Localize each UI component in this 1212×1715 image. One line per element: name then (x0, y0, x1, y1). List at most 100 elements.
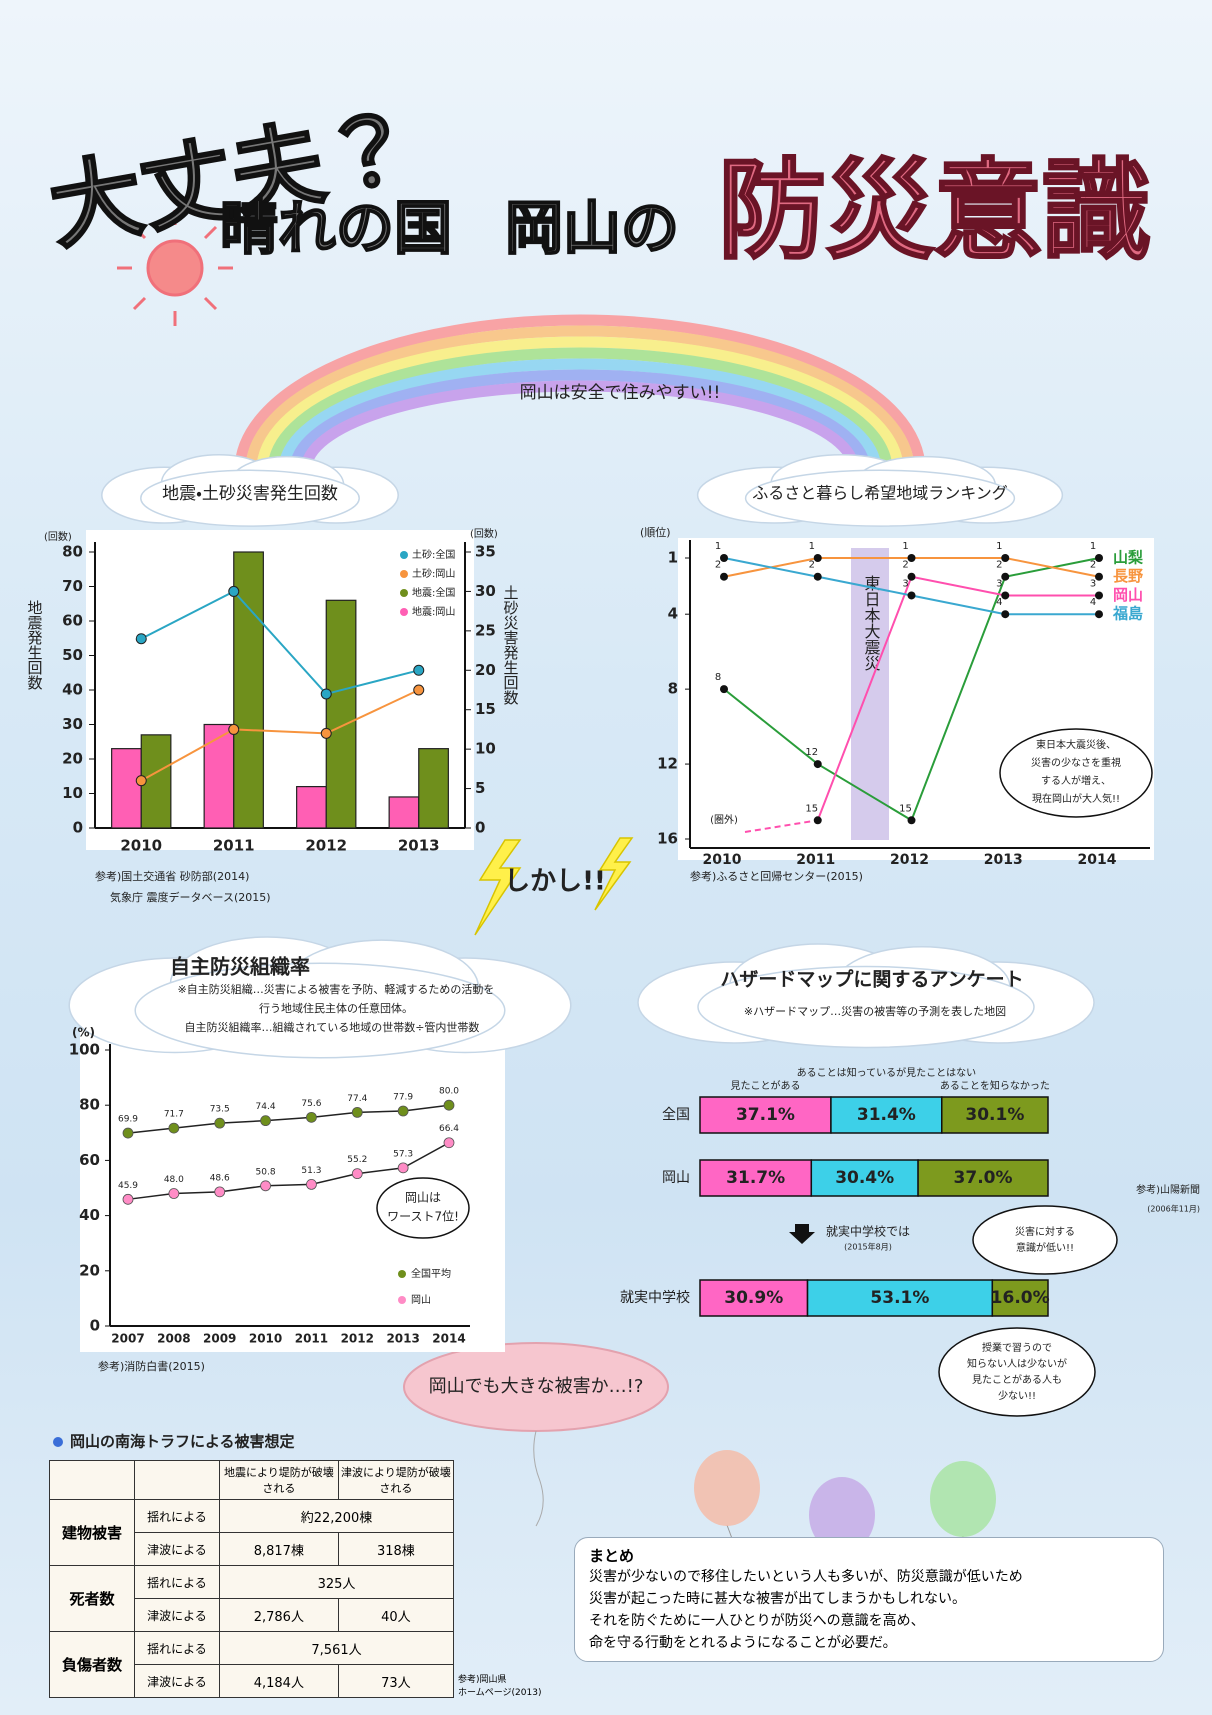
however-text: しかし!! (504, 867, 606, 897)
data-label: 30.4% (835, 1168, 894, 1188)
data-label: 37.0% (954, 1168, 1013, 1188)
y-tick-label: 0 (90, 1317, 100, 1335)
table-cell: 40人 (337, 1598, 455, 1632)
table-cell: 8,817棟 (219, 1532, 339, 1566)
annotation: 災害に対する (1015, 1225, 1075, 1238)
table-cell: 2,786人 (219, 1598, 339, 1632)
series-label: 山梨 (1113, 549, 1143, 567)
y2-tick-label: 30 (475, 582, 496, 600)
point (135, 775, 147, 787)
point (1095, 554, 1103, 562)
data-label: 71.7 (164, 1110, 184, 1120)
y-tick-label: 100 (69, 1041, 100, 1059)
data-label: 3 (902, 578, 908, 589)
point (260, 1180, 271, 1192)
lightning (474, 837, 634, 936)
legend-swatch (400, 551, 408, 559)
source: 気象庁 震度データベース(2015) (110, 890, 271, 904)
data-label: 2 (902, 560, 908, 571)
annotation: 授業で習うので (982, 1341, 1052, 1354)
point (228, 723, 240, 735)
y-tick-label: 40 (79, 1206, 100, 1224)
data-label: 77.9 (393, 1092, 413, 1102)
point (1095, 591, 1103, 600)
summary-line: 災害が少ないので移住したいという人も多いが、防災意識が低いため (589, 1569, 1023, 1585)
data-label: 74.4 (256, 1102, 276, 1112)
data-label: 69.9 (118, 1115, 138, 1125)
data-label: 55.2 (347, 1155, 367, 1165)
data-label: 77.4 (347, 1094, 367, 1104)
summary-title: まとめ (589, 1547, 635, 1565)
point (122, 1127, 134, 1139)
school-heading: (2015年8月) (844, 1242, 892, 1252)
x-tick-label: 2010 (120, 837, 162, 855)
data-label: 15 (899, 803, 912, 814)
bar-segment (806, 1279, 994, 1317)
y-tick-label: 1 (668, 549, 678, 567)
arrow (789, 1224, 815, 1244)
row-cause: 津波による (134, 1664, 220, 1698)
data-label: 66.4 (439, 1124, 459, 1134)
cloud-part (744, 469, 1016, 527)
note-bubble (999, 728, 1153, 818)
x-tick-label: 2013 (398, 837, 440, 855)
point (907, 816, 916, 825)
y2-tick-label: 35 (475, 543, 496, 561)
y-unit: (回数) (44, 530, 72, 543)
table-cell: 73人 (337, 1664, 455, 1698)
annotation: 岡山は (405, 1191, 441, 1205)
point (260, 1115, 271, 1127)
source: 参考)ふるさと回帰センター(2015) (690, 870, 863, 883)
point (397, 1105, 409, 1117)
y-tick-label: 50 (62, 646, 83, 664)
data-label: 31.4% (857, 1105, 916, 1125)
annotation: ワースト7位! (387, 1210, 459, 1224)
data-label: 80.0 (439, 1087, 459, 1097)
point (168, 1122, 180, 1134)
category-label: 就実中学校 (620, 1290, 690, 1306)
summary-line: それを防ぐために一人ひとりが防災への意識を高め、 (589, 1613, 925, 1629)
x-tick-label: 2008 (157, 1332, 190, 1346)
data-label: 50.8 (256, 1167, 276, 1177)
summary-line: 命を守る行動をとれるようになることが必要だ。 (589, 1635, 897, 1651)
y-tick-label: 60 (79, 1151, 100, 1169)
data-label: 15 (805, 803, 818, 814)
point (1095, 610, 1103, 619)
legend-swatch (400, 608, 408, 616)
y-tick-label: 40 (62, 681, 83, 699)
point (907, 572, 916, 581)
legend-label: 岡山 (411, 1294, 431, 1306)
title: 岡山の (505, 194, 679, 262)
table-cell: 約22,200棟 (219, 1499, 454, 1533)
rainbow (234, 314, 926, 471)
table-row: 津波による 2,786人 40人 (50, 1598, 455, 1632)
x-tick-label: 2010 (249, 1332, 282, 1346)
data-label: 2 (715, 560, 721, 571)
row-group: 負傷者数 (49, 1631, 135, 1698)
y-tick-label: 8 (668, 680, 678, 698)
table-source: 参考)岡山県 ホームページ(2013) (458, 1674, 541, 1700)
note: 東日本大震災後、 (1036, 738, 1116, 751)
bar (388, 796, 420, 829)
source-line: 参考)岡山県 (458, 1675, 507, 1685)
table-row: 建物被害 揺れによる 約22,200棟 (49, 1499, 454, 1566)
data-label: 16.0% (991, 1288, 1050, 1308)
x-tick-label: 2012 (341, 1332, 374, 1346)
data-label: 37.1% (736, 1105, 795, 1125)
cloud (101, 454, 399, 527)
y2-tick-label: 25 (475, 621, 496, 639)
annotation: 見たことがある人も (972, 1373, 1062, 1386)
data-label: 2 (1090, 560, 1096, 571)
source: 参考)山陽新聞 (1136, 1184, 1200, 1196)
data-label: 1 (809, 541, 815, 552)
data-label: 3 (996, 578, 1002, 589)
point (813, 760, 822, 769)
point (1095, 572, 1103, 581)
legend-label: あることを知らなかった (940, 1079, 1050, 1092)
x-tick-label: 2014 (1078, 852, 1117, 868)
point (214, 1117, 226, 1129)
cloud (637, 943, 1095, 1049)
row-group: 建物被害 (49, 1499, 135, 1566)
line (127, 1142, 450, 1201)
category-label: 岡山 (662, 1170, 690, 1186)
